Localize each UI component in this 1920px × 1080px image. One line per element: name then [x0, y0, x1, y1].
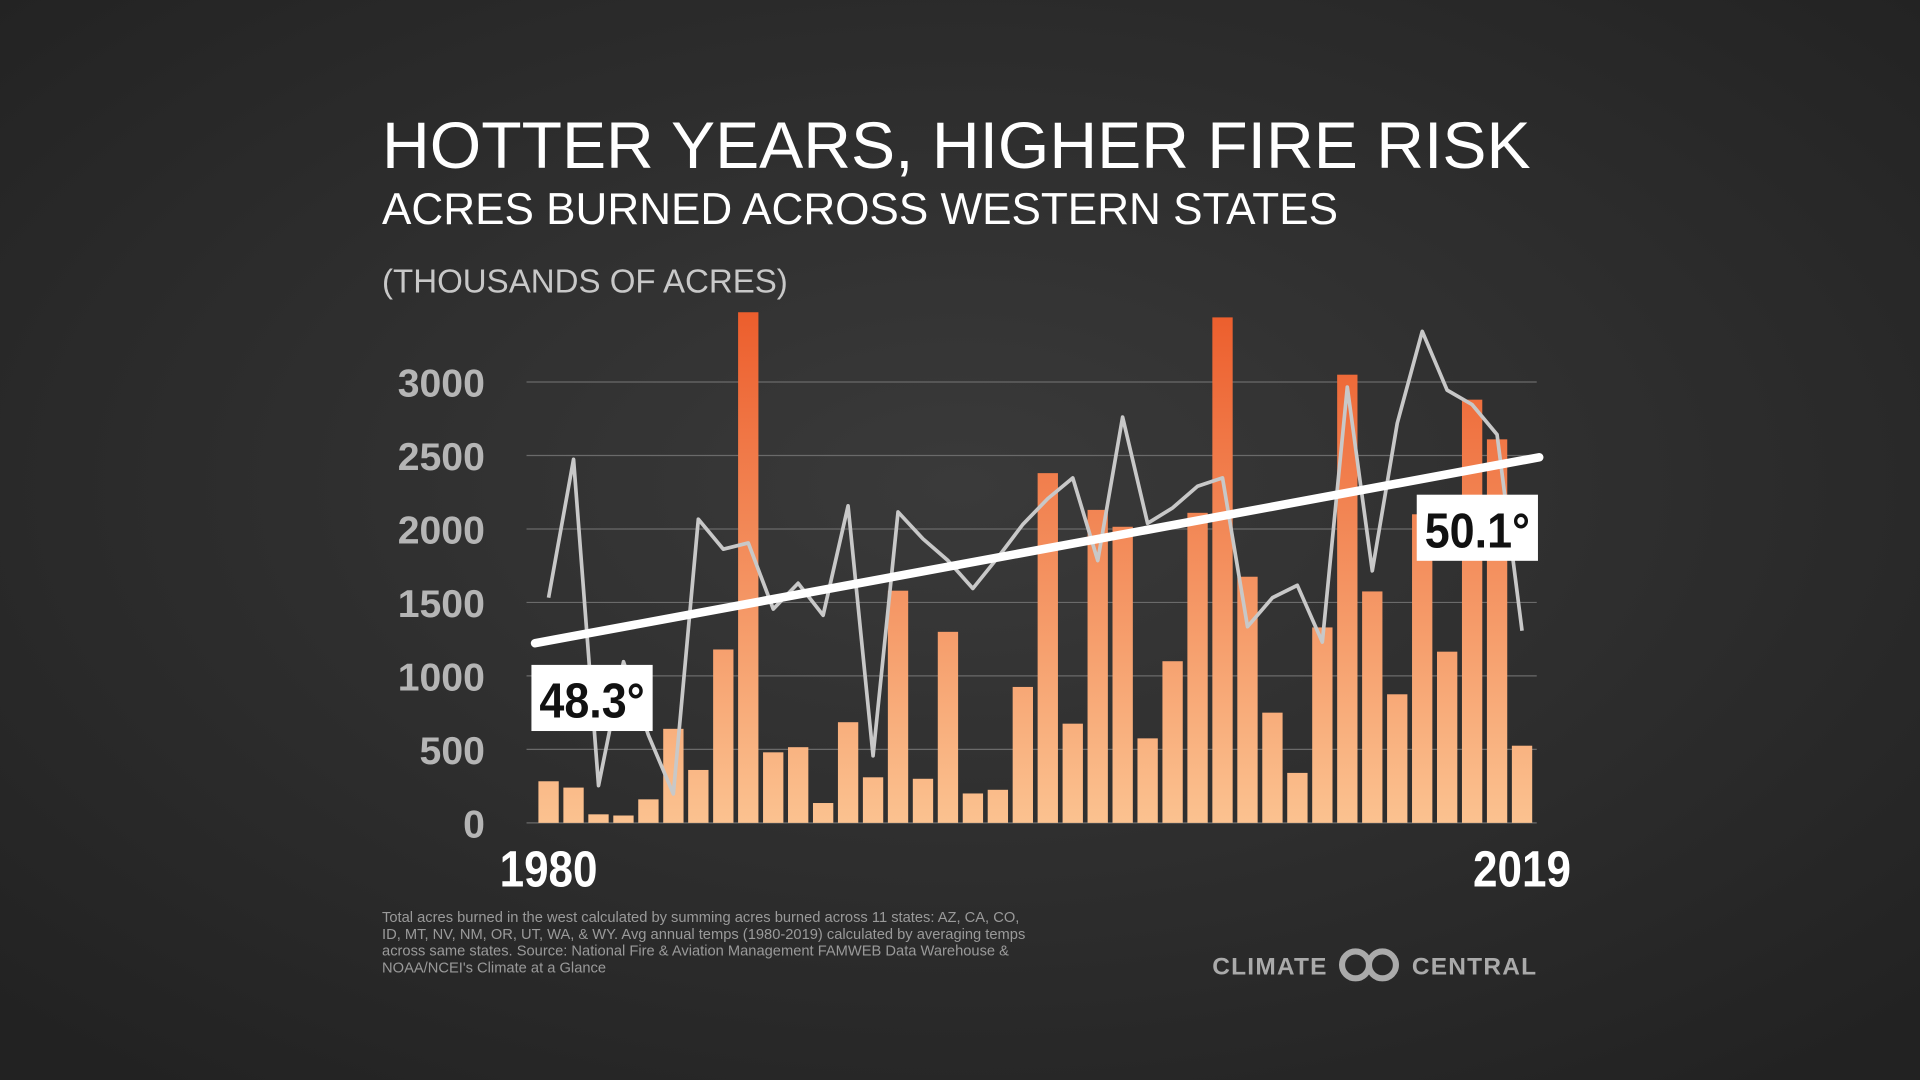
bar [1337, 374, 1358, 823]
bar [1037, 473, 1058, 823]
footnote: across same states. Source: National Fir… [382, 944, 1009, 960]
y-tick-label: 500 [420, 730, 485, 773]
bar [1087, 509, 1108, 823]
bar [688, 769, 709, 823]
bar [837, 722, 859, 823]
trend-line [530, 452, 1544, 648]
x-tick-label: 2019 [1473, 840, 1571, 898]
y-tick-label: 2000 [398, 510, 485, 553]
bar [538, 781, 559, 823]
chart-subtitle: ACRES BURNED ACROSS WESTERN STATES [382, 185, 1338, 234]
bar [1362, 591, 1383, 823]
bar [788, 747, 809, 823]
bar [1212, 317, 1233, 823]
y-tick-label: 1000 [398, 657, 485, 700]
y-tick-label: 1500 [398, 583, 485, 626]
footnote: Total acres burned in the west calculate… [382, 910, 1019, 926]
x-tick-label: 1980 [500, 840, 598, 898]
logo: CLIMATE CENTRAL [1212, 948, 1537, 982]
value-label: 50.1° [1425, 504, 1530, 558]
y-tick-label: 3000 [398, 363, 485, 406]
bar [912, 778, 934, 823]
bar [1012, 686, 1033, 823]
bar [1387, 694, 1408, 823]
y-tick-label: 2500 [398, 436, 485, 479]
value-label-box [1416, 494, 1538, 561]
chart-title: HOTTER YEARS, HIGHER FIRE RISK [382, 109, 1531, 183]
bar [812, 803, 834, 823]
bar [1112, 526, 1133, 823]
bar [563, 787, 584, 823]
bar [588, 814, 609, 823]
bar [738, 312, 759, 823]
bar [937, 631, 959, 823]
bar [1062, 723, 1083, 823]
bar [1461, 399, 1483, 823]
footnote: NOAA/NCEI's Climate at a Glance [382, 960, 606, 976]
brand-word: CLIMATE [1212, 954, 1328, 981]
bar-series [538, 312, 1533, 823]
bar [1511, 745, 1533, 823]
temperature-line [546, 329, 1524, 796]
bar [1162, 661, 1183, 823]
y-tick-label: 0 [463, 804, 485, 847]
bar [713, 649, 734, 823]
logo-ring [1365, 948, 1399, 982]
y-axis-label: (THOUSANDS OF ACRES) [382, 264, 788, 301]
bar [1237, 576, 1258, 823]
bar [1436, 651, 1458, 823]
bar [887, 590, 909, 823]
bar [1187, 512, 1208, 823]
bar [1287, 772, 1308, 823]
bar [862, 777, 884, 823]
bar [1262, 712, 1283, 823]
value-label: 48.3° [539, 675, 644, 729]
footnote: ID, MT, NV, NM, OR, UT, WA, & WY. Avg an… [382, 927, 1025, 943]
bar [1137, 738, 1158, 823]
bar [763, 752, 784, 823]
brand-word: CENTRAL [1412, 954, 1537, 981]
bar [987, 789, 1009, 823]
bar [962, 793, 984, 823]
value-label-box [531, 664, 653, 732]
bar [638, 799, 659, 823]
bar [613, 815, 634, 823]
bar [1312, 627, 1333, 823]
bar [1412, 514, 1433, 823]
